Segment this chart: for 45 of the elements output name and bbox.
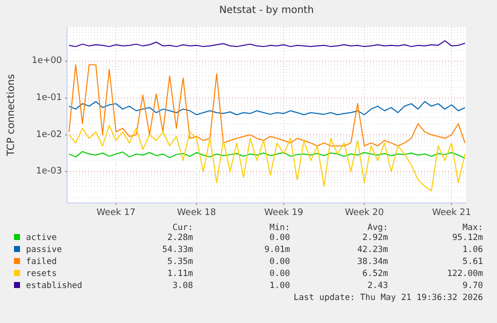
text: 1.00 xyxy=(270,281,290,291)
x-tick-label: Week 19 xyxy=(264,208,304,218)
text: Avg: xyxy=(368,223,388,233)
line-series xyxy=(68,151,466,159)
text: 1.06 xyxy=(462,245,483,255)
text: 5.35m xyxy=(167,257,193,267)
y-axis-title: TCP connections xyxy=(6,74,17,158)
text: Min: xyxy=(270,223,290,233)
text: 2.92m xyxy=(362,233,388,243)
chart-title: Netstat - by month xyxy=(219,5,314,16)
text: Max: xyxy=(462,223,483,233)
legend-label: established xyxy=(26,281,82,291)
x-tick-label: Week 17 xyxy=(96,208,136,218)
text: Cur: xyxy=(172,223,193,233)
text: 95.12m xyxy=(452,233,483,243)
text: 6.52m xyxy=(362,269,388,279)
text: 9.70 xyxy=(462,281,483,291)
text: 3.08 xyxy=(172,281,193,291)
legend-label: failed xyxy=(26,257,57,267)
text: Last update: Thu May 21 19:36:32 2026 xyxy=(294,293,483,303)
text: 5.61 xyxy=(462,257,483,267)
text: 2.43 xyxy=(368,281,388,291)
text: 0.00 xyxy=(270,269,290,279)
text: 42.23m xyxy=(357,245,388,255)
text: 2.28m xyxy=(167,233,193,243)
x-tick-label: Week 18 xyxy=(177,208,216,218)
legend-label: resets xyxy=(26,269,57,279)
line-series xyxy=(68,101,466,116)
x-tick-label: Week 21 xyxy=(432,208,472,218)
text: 122.00m xyxy=(447,269,483,279)
text: 9.01m xyxy=(264,245,290,255)
text: 0.00 xyxy=(270,257,290,267)
x-tick-label: Week 20 xyxy=(344,208,384,218)
text: 54.33m xyxy=(162,245,193,255)
text: 38.34m xyxy=(357,257,388,267)
y-tick-label: 1e-02 xyxy=(36,130,62,140)
y-tick-label: 1e+00 xyxy=(32,56,62,66)
text: 1.11m xyxy=(167,269,193,279)
y-tick-label: 1e-01 xyxy=(36,92,62,103)
line-series xyxy=(68,124,466,192)
legend-label: passive xyxy=(26,245,62,255)
y-tick-label: 1e-03 xyxy=(36,166,62,177)
text: 0.00 xyxy=(270,233,290,243)
legend-label: active xyxy=(26,233,57,243)
line-series xyxy=(68,64,466,146)
